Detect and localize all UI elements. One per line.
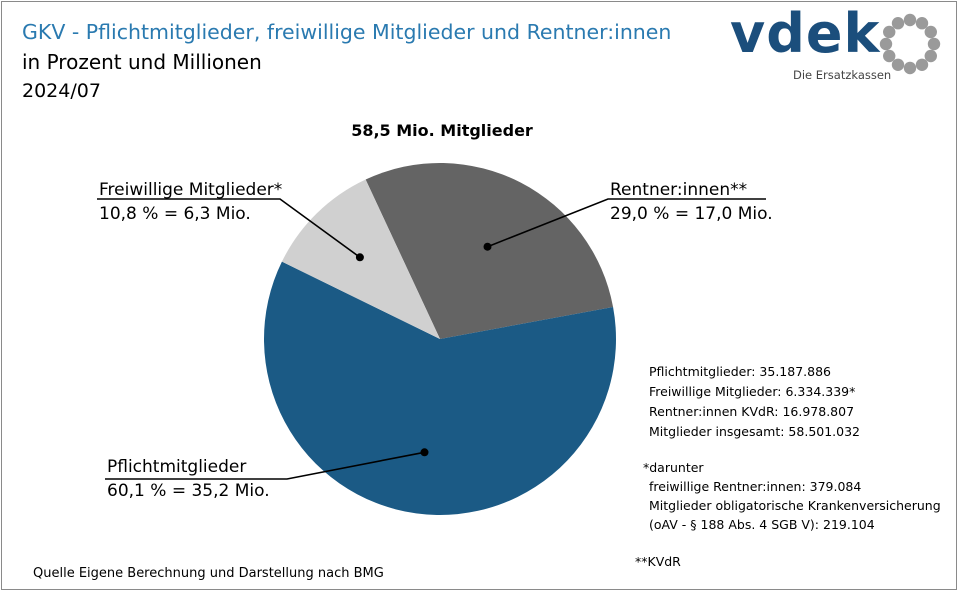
note-line2: Mitglieder obligatorische Krankenversich… [649, 498, 941, 513]
chart-main-title: GKV - Pflichtmitglieder, freiwillige Mit… [22, 20, 672, 44]
ring-dot [927, 37, 941, 51]
label-freiwillige-name: Freiwillige Mitglieder* [99, 180, 283, 200]
ring-dot [915, 58, 929, 71]
label-pflicht: Pflichtmitglieder 60,1 % = 35,2 Mio. [107, 455, 270, 503]
ring-dot [924, 25, 937, 39]
vdek-logo-wordmark: vdek [730, 2, 881, 65]
vdek-logo-tagline: Die Ersatzkassen [793, 68, 892, 82]
label-rentner-value: 29,0 % = 17,0 Mio. [610, 204, 773, 224]
ring-dot [891, 17, 905, 30]
note-line1: freiwillige Rentner:innen: 379.084 [649, 479, 862, 494]
stat-rentner: Rentner:innen KVdR: 16.978.807 [649, 404, 855, 419]
label-freiwillige-value: 10,8 % = 6,3 Mio. [99, 204, 251, 224]
leader-freiwillige [97, 198, 361, 258]
pie-chart-title: 58,5 Mio. Mitglieder [351, 121, 533, 140]
leader-rentner [487, 198, 766, 248]
ring-dot [915, 17, 929, 30]
leader-rentner-dot [483, 242, 492, 251]
leader-freiwillige-dot [355, 253, 364, 262]
ring-dot [903, 13, 917, 27]
chart-period: 2024/07 [22, 80, 101, 102]
stat-pflicht: Pflichtmitglieder: 35.187.886 [649, 364, 832, 379]
ring-dot [883, 49, 896, 63]
label-freiwillige: Freiwillige Mitglieder* 10,8 % = 6,3 Mio… [99, 178, 282, 226]
label-rentner-name: Rentner:innen** [610, 180, 748, 200]
vdek-ring-icon [879, 13, 941, 75]
source-note: Quelle Eigene Berechnung und Darstellung… [33, 566, 384, 581]
ring-dot [879, 37, 893, 51]
stat-gesamt: Mitglieder insgesamt: 58.501.032 [649, 424, 861, 439]
label-pflicht-name: Pflichtmitglieder [107, 457, 247, 477]
stat-freiwillig: Freiwillige Mitglieder: 6.334.339* [649, 384, 856, 399]
slice-pflicht [264, 261, 617, 515]
leader-pflicht [105, 451, 425, 480]
slice-rentner [365, 162, 614, 339]
footnote-kvdr: **KVdR [635, 554, 681, 569]
chart-subtitle: in Prozent und Millionen [22, 50, 262, 74]
ring-dot [903, 61, 917, 75]
label-pflicht-value: 60,1 % = 35,2 Mio. [107, 481, 270, 501]
ring-dot [924, 49, 937, 63]
ring-dot [883, 25, 896, 39]
member-stats: Pflichtmitglieder: 35.187.886 Freiwillig… [649, 362, 860, 442]
leader-pflicht-dot [420, 448, 429, 457]
label-rentner: Rentner:innen** 29,0 % = 17,0 Mio. [610, 178, 773, 226]
note-line3: (oAV - § 188 Abs. 4 SGB V): 219.104 [649, 517, 875, 532]
ring-dot [891, 58, 905, 71]
footnote-darunter: *darunter freiwillige Rentner:innen: 379… [643, 458, 941, 534]
note-star: *darunter [643, 460, 704, 475]
